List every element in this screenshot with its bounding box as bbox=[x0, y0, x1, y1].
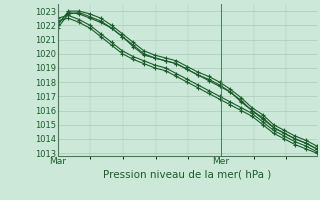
X-axis label: Pression niveau de la mer( hPa ): Pression niveau de la mer( hPa ) bbox=[103, 169, 271, 179]
